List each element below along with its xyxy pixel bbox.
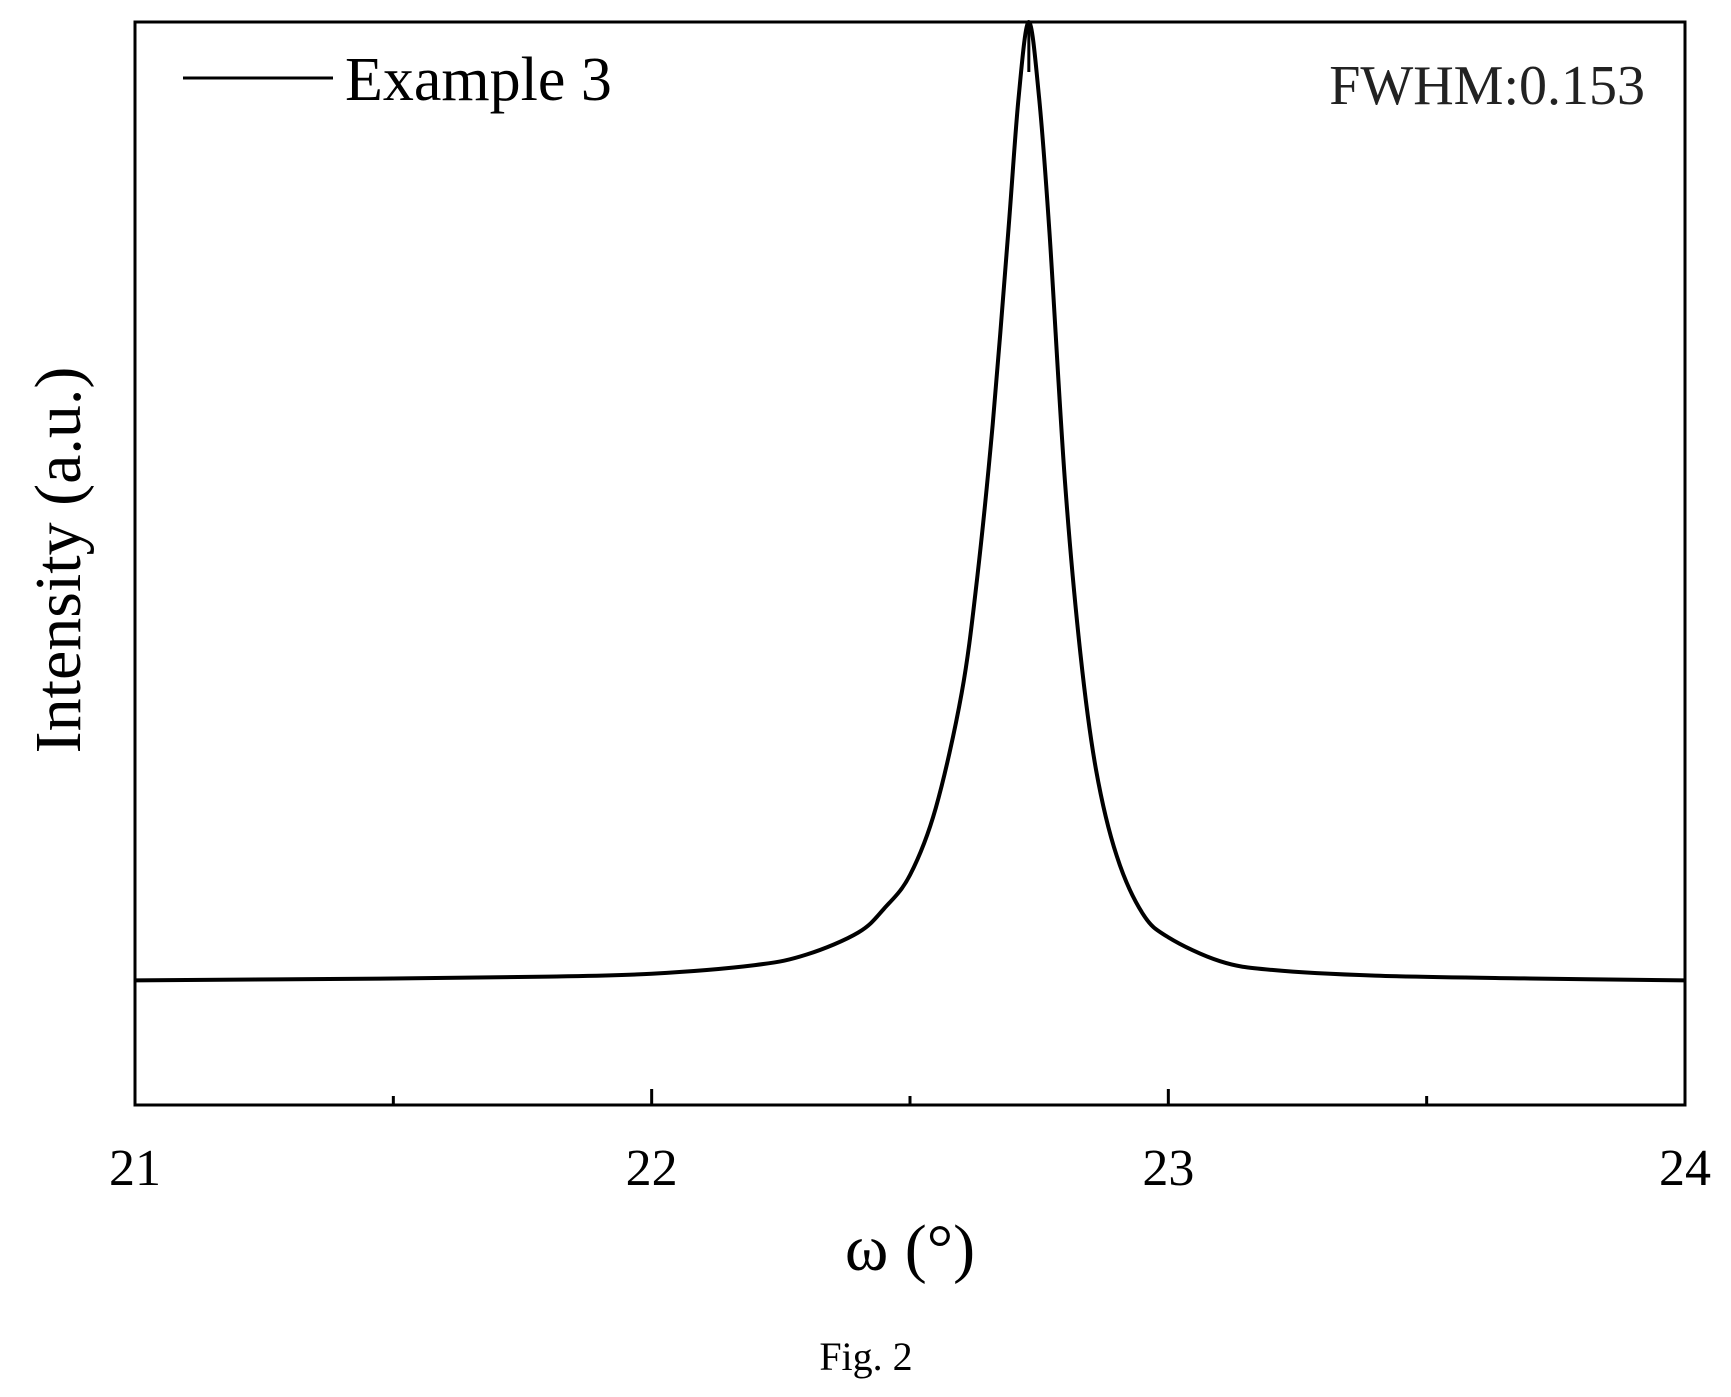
x-tick-label: 24 (1659, 1140, 1711, 1197)
figure-caption: Fig. 2 (819, 1334, 912, 1379)
fwhm-annotation: FWHM:0.153 (1329, 55, 1645, 117)
x-axis-title: ω (°) (845, 1212, 975, 1285)
series-line-example-3 (134, 20, 1686, 983)
x-axis-tick-labels: 21 22 23 24 (109, 1140, 1711, 1197)
legend-entry-label: Example 3 (345, 46, 612, 114)
legend: Example 3 (183, 46, 612, 114)
x-axis-ticks (133, 1089, 1687, 1105)
y-axis-title: Intensity (a.u.) (22, 367, 95, 754)
plot-frame (133, 20, 1687, 1107)
series-layer (134, 20, 1686, 983)
x-tick-label: 21 (109, 1140, 161, 1197)
x-tick-label: 23 (1142, 1140, 1194, 1197)
x-tick-label: 22 (626, 1140, 678, 1197)
